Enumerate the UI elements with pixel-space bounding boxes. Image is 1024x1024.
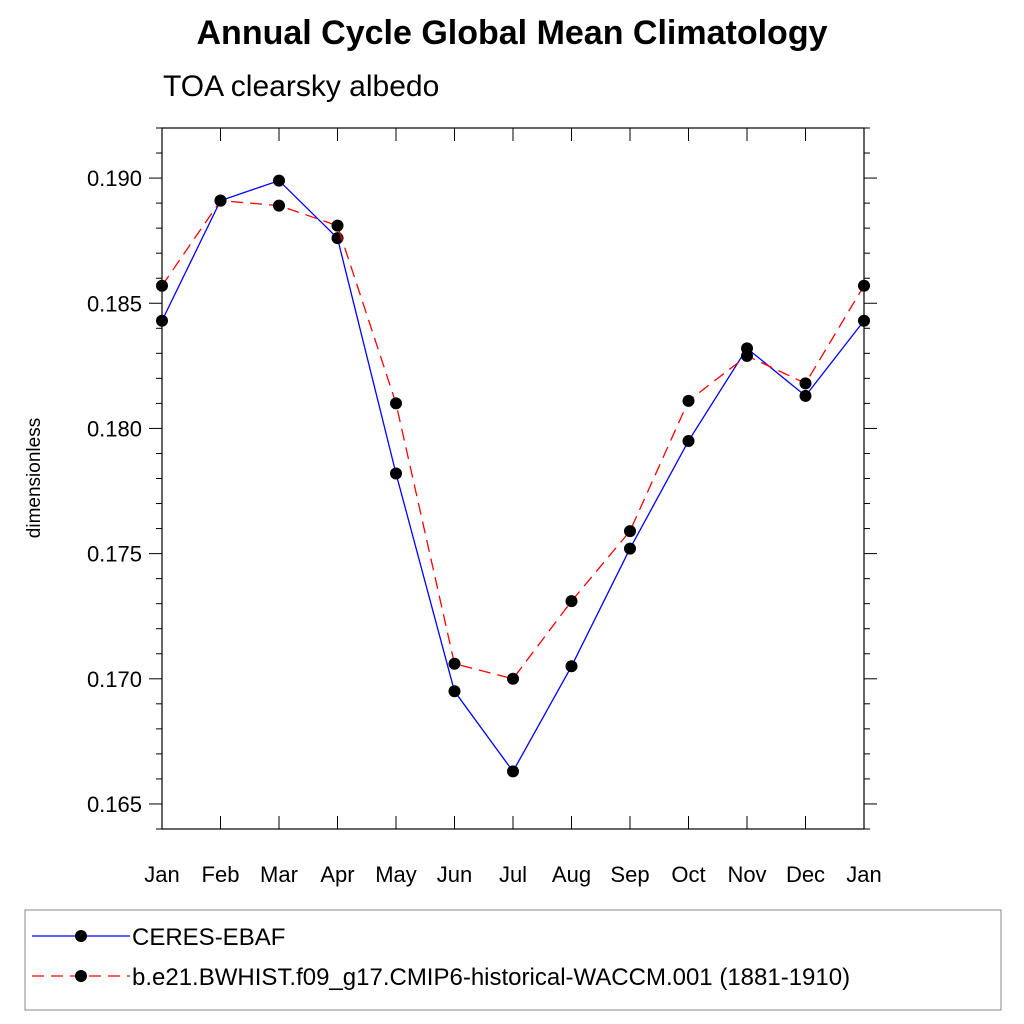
x-tick-label: Oct (671, 862, 705, 887)
legend-marker (75, 970, 87, 982)
y-tick-label: 0.170 (87, 667, 142, 692)
x-tick-label: Jul (499, 862, 527, 887)
data-point (156, 279, 168, 292)
data-point (156, 314, 168, 327)
data-point (624, 542, 636, 555)
data-point (448, 685, 461, 698)
data-point (214, 194, 227, 207)
data-point (682, 434, 695, 447)
data-point (799, 377, 812, 390)
legend-label: CERES-EBAF (132, 924, 285, 951)
y-tick-label: 0.180 (87, 416, 142, 441)
y-tick-label: 0.165 (87, 792, 142, 817)
data-point (565, 660, 578, 673)
series-line (161, 199, 865, 680)
x-tick-label: Mar (260, 862, 298, 887)
series-1 (156, 194, 870, 685)
data-point (331, 219, 344, 232)
x-tick-label: Jan (846, 862, 881, 887)
data-point (390, 397, 402, 410)
x-tick-label: Apr (320, 862, 354, 887)
legend-box (24, 909, 1002, 1011)
data-point (624, 525, 636, 538)
chart-title: Annual Cycle Global Mean Climatology (196, 14, 828, 52)
x-tick-label: Jan (144, 862, 179, 887)
legend-marker (75, 930, 87, 942)
data-point (858, 314, 870, 327)
data-point (682, 394, 695, 407)
plot-frame (161, 127, 865, 830)
y-tick-label: 0.185 (87, 291, 142, 316)
data-point (390, 467, 402, 480)
data-point (565, 595, 578, 608)
series-layer (156, 174, 870, 778)
y-tick-label: 0.190 (87, 166, 142, 191)
series-0 (156, 174, 870, 778)
data-point (799, 389, 812, 402)
legend-label: b.e21.BWHIST.f09_g17.CMIP6-historical-WA… (132, 964, 850, 991)
y-tick-label: 0.175 (87, 542, 142, 567)
plot-axes: Jan Feb Mar Apr May Jun Jul Aug Sep Oct Nov Dec Jan 0… (24, 127, 882, 887)
chart-subtitle: TOA clearsky albedo (163, 70, 440, 103)
x-tick-label: Jun (437, 862, 472, 887)
data-point (858, 279, 870, 292)
data-point (448, 657, 461, 670)
x-tick-label: Sep (610, 862, 649, 887)
x-tick-label: Dec (786, 862, 825, 887)
data-point (273, 199, 285, 212)
x-tick-label: Aug (552, 862, 591, 887)
y-axis-label: dimensionless (24, 418, 45, 538)
legend: CERES-EBAF b.e21.BWHIST.f09_g17.CMIP6-his… (24, 909, 1002, 1011)
data-point (507, 765, 519, 778)
x-tick-label: Feb (202, 862, 240, 887)
data-point (507, 672, 519, 685)
x-tick-label: May (375, 862, 417, 887)
data-point (741, 349, 753, 362)
data-point (273, 174, 285, 187)
x-tick-label: Nov (727, 862, 766, 887)
